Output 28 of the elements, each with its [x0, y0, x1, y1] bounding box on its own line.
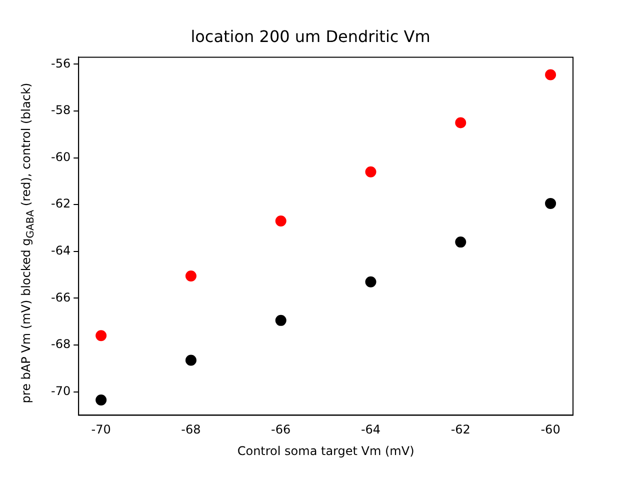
x-tick-label: -68 [181, 422, 201, 437]
y-tick-label: -62 [50, 196, 71, 211]
y-tick-label: -66 [50, 290, 71, 304]
chart-title: location 200 um Dendritic Vm [190, 26, 430, 46]
x-axis-title: Control soma target Vm (mV) [237, 444, 414, 458]
point [365, 166, 376, 178]
point [275, 215, 286, 226]
point [365, 276, 376, 288]
x-tick-label: -70 [91, 422, 111, 437]
point [96, 394, 107, 406]
y-tick-label: -64 [50, 244, 71, 258]
x-tick-label: -62 [450, 422, 470, 437]
point [275, 314, 286, 326]
point [96, 330, 107, 342]
y-tick-label: -56 [50, 56, 71, 70]
y-tick-label: -70 [50, 384, 71, 398]
point [185, 270, 196, 282]
x-tick-label: -60 [540, 422, 560, 437]
y-tick-label: -60 [50, 150, 71, 164]
y-tick-label: -68 [50, 337, 71, 352]
x-tick-label: -66 [271, 422, 291, 437]
point [185, 354, 196, 366]
x-tick-label: -64 [360, 422, 381, 437]
point [455, 117, 466, 128]
y-tick-label: -58 [50, 103, 71, 118]
point [545, 198, 556, 209]
point [545, 69, 556, 80]
point [455, 236, 466, 248]
